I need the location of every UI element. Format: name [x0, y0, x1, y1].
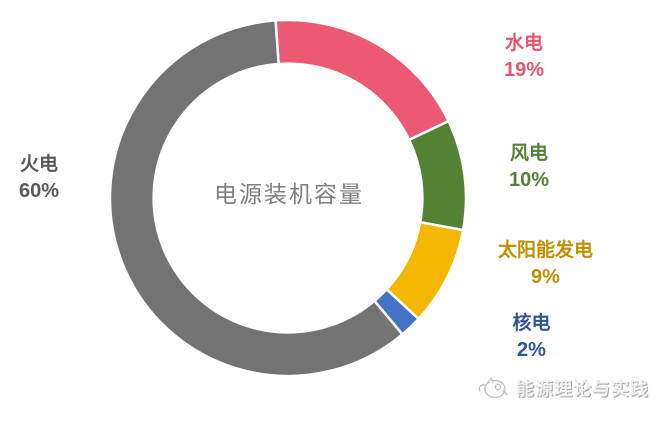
legend-label-hydro: 水电 19% — [468, 31, 580, 83]
legend-label-nuclear-pct: 2% — [517, 339, 546, 361]
legend-label-solar-name: 太阳能发电 — [497, 240, 593, 261]
legend-label-thermal-name: 火电 — [19, 154, 58, 175]
legend-label-thermal: 火电 60% — [7, 152, 71, 204]
donut-segment-wind — [407, 119, 468, 232]
legend-label-wind-name: 风电 — [509, 143, 548, 164]
legend-label-nuclear: 核电 2% — [474, 311, 589, 363]
chart-center-title: 电源装机容量 — [214, 181, 364, 207]
legend-label-wind-pct: 10% — [508, 169, 550, 191]
legend-label-hydro-pct: 19% — [503, 59, 545, 81]
donut-segment-hydro — [274, 18, 450, 142]
watermark: 能源理论与实践 — [477, 371, 649, 405]
legend-label-wind: 风电 10% — [473, 141, 585, 193]
legend-label-nuclear-name: 核电 — [512, 313, 551, 334]
legend-label-solar-pct: 9% — [531, 266, 560, 288]
watermark-text: 能源理论与实践 — [516, 379, 649, 399]
donut-segment-thermal — [108, 19, 404, 378]
legend-label-solar: 太阳能发电 9% — [458, 238, 633, 290]
legend-label-thermal-pct: 60% — [18, 180, 60, 202]
doodle-animal-icon — [478, 376, 508, 399]
legend-label-hydro-name: 水电 — [504, 33, 543, 54]
